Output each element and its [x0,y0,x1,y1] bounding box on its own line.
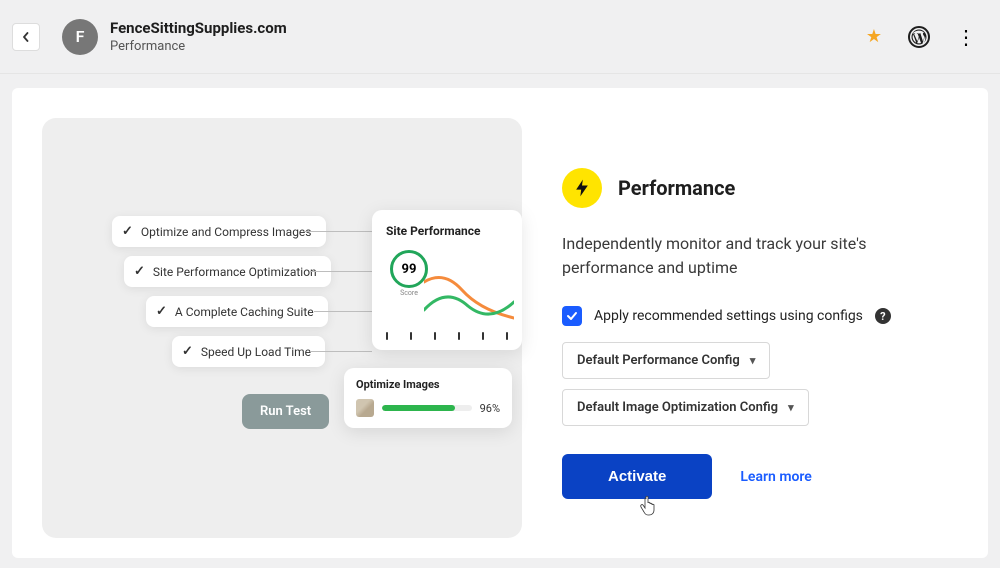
apply-settings-checkbox[interactable] [562,306,582,326]
chevron-down-icon: ▾ [788,401,794,414]
check-icon [566,310,578,322]
performance-curves [424,272,514,328]
site-performance-mini-card: Site Performance 99 Score [372,210,522,350]
connector-line [314,311,372,312]
feature-pill: ✓ Site Performance Optimization [124,256,331,287]
activate-button[interactable]: Activate [562,454,712,499]
mini-card-title: Site Performance [386,224,508,238]
feature-card: ✓ Optimize and Compress Images ✓ Site Pe… [12,88,988,558]
image-thumbnail [356,399,374,417]
back-button[interactable] [12,23,40,51]
apply-settings-row: Apply recommended settings using configs… [562,306,958,326]
progress-percent: 96% [480,402,500,415]
feature-pill: ✓ A Complete Caching Suite [146,296,328,327]
section-name: Performance [110,39,287,54]
connector-line [304,231,372,232]
learn-more-link[interactable]: Learn more [740,469,811,485]
pill-label: A Complete Caching Suite [175,305,314,319]
feature-pill: ✓ Optimize and Compress Images [112,216,326,247]
run-test-button: Run Test [242,394,329,429]
progress-fill [382,405,455,411]
image-optimization-config-dropdown[interactable]: Default Image Optimization Config ▾ [562,389,809,426]
score-gauge: 99 Score [390,250,428,288]
connector-line [310,271,372,272]
site-name: FenceSittingSupplies.com [110,19,287,37]
wordpress-glyph [910,28,928,46]
chevron-left-icon [21,32,31,42]
progress-bar [382,405,472,411]
header-title-block: FenceSittingSupplies.com Performance [110,19,287,54]
connector-line [310,351,372,352]
star-icon[interactable]: ★ [866,26,882,47]
optimize-images-mini-card: Optimize Images 96% [344,368,512,428]
check-icon: ✓ [134,264,145,279]
more-menu-button[interactable]: ⋮ [956,27,976,47]
apply-settings-label: Apply recommended settings using configs [594,308,863,324]
dropdown-label: Default Image Optimization Config [577,400,778,415]
feature-title: Performance [618,176,735,200]
dropdown-label: Default Performance Config [577,353,740,368]
feature-pill: ✓ Speed Up Load Time [172,336,325,367]
pill-label: Site Performance Optimization [153,265,317,279]
bolt-icon [572,178,592,198]
check-icon: ✓ [156,304,167,319]
chevron-down-icon: ▾ [750,354,756,367]
site-avatar: F [62,19,98,55]
mini-card-title: Optimize Images [356,378,500,391]
performance-badge-icon [562,168,602,208]
performance-config-dropdown[interactable]: Default Performance Config ▾ [562,342,770,379]
score-value: 99 [402,262,417,277]
check-icon: ✓ [182,344,193,359]
page-header: F FenceSittingSupplies.com Performance ★… [0,0,1000,74]
check-icon: ✓ [122,224,133,239]
illustration-panel: ✓ Optimize and Compress Images ✓ Site Pe… [42,118,522,538]
feature-details: Performance Independently monitor and tr… [562,118,958,528]
pill-label: Optimize and Compress Images [141,225,312,239]
score-sublabel: Score [400,289,418,297]
activate-button-label: Activate [608,468,666,485]
feature-description: Independently monitor and track your sit… [562,232,942,280]
help-icon[interactable]: ? [875,308,891,324]
pill-label: Speed Up Load Time [201,345,311,359]
chart-ticks [386,332,508,340]
pointer-cursor-icon [640,496,658,520]
wordpress-icon[interactable] [908,26,930,48]
